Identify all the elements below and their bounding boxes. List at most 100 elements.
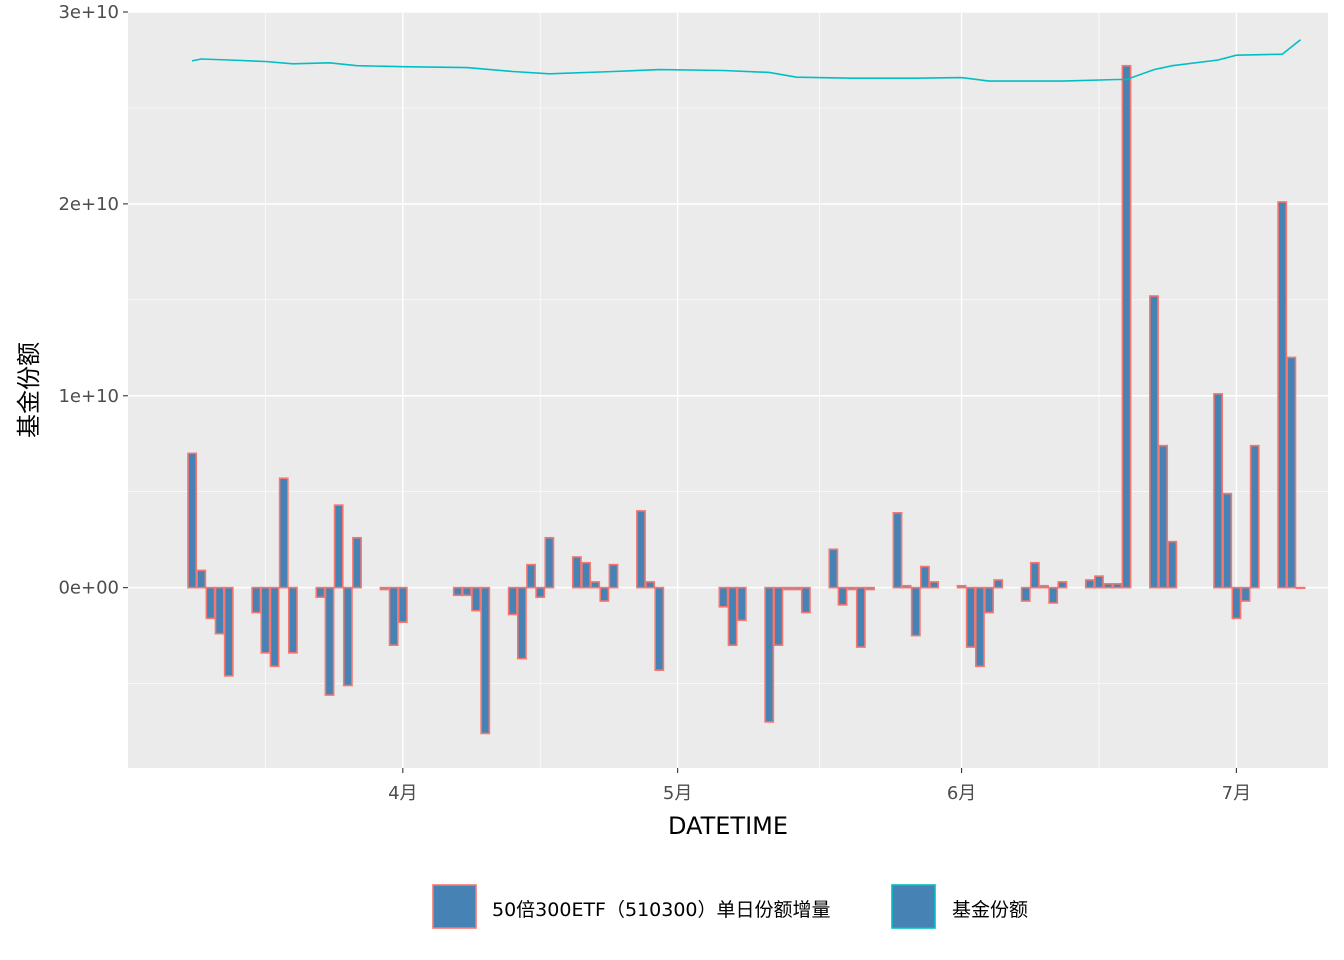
bar: [1286, 356, 1297, 589]
bar: [333, 504, 344, 589]
bar: [535, 586, 546, 599]
bar: [892, 512, 903, 589]
bar: [388, 586, 399, 646]
bar: [462, 586, 472, 597]
bar: [379, 586, 390, 591]
x-tick-label: 5月: [663, 783, 692, 804]
bar: [1048, 586, 1059, 604]
bar: [1094, 575, 1104, 589]
bar: [205, 586, 216, 620]
bar: [1112, 582, 1123, 589]
line-series: [191, 39, 1301, 82]
bar: [1167, 540, 1178, 589]
bar: [214, 586, 225, 635]
bar: [196, 569, 207, 589]
y-tick-label: 1e+10: [58, 386, 119, 407]
bar: [516, 586, 527, 660]
bar: [718, 586, 729, 608]
bar: [791, 586, 802, 591]
bar: [645, 581, 656, 589]
legend-label-line: 基金份额: [952, 899, 1028, 921]
bar: [974, 586, 985, 668]
bar: [1277, 201, 1288, 589]
bar: [1240, 586, 1251, 602]
x-tick-label: 4月: [388, 783, 417, 804]
bar: [1222, 492, 1233, 589]
bar: [800, 586, 811, 614]
bar: [846, 586, 857, 591]
bar: [544, 536, 555, 589]
x-tick-label: 7月: [1222, 783, 1251, 804]
bar: [278, 477, 289, 589]
bar-series: [187, 64, 1306, 735]
x-axis-title: DATETIME: [668, 812, 788, 840]
bar: [251, 586, 262, 614]
bar: [727, 586, 738, 646]
bar: [452, 586, 463, 597]
bar: [828, 548, 839, 589]
bar: [865, 586, 875, 591]
bar: [993, 579, 1004, 589]
x-axis: 4月 5月 6月 7月: [388, 768, 1251, 804]
bar: [260, 586, 271, 654]
bar: [397, 586, 408, 623]
y-tick-label: 3e+10: [58, 2, 119, 23]
bar: [187, 452, 198, 589]
y-tick-label: 2e+10: [58, 194, 119, 215]
panel-background: [128, 12, 1328, 768]
bar: [324, 586, 335, 696]
bar: [223, 586, 234, 677]
bar: [1249, 444, 1260, 589]
bar: [571, 556, 582, 589]
y-axis-title: 基金份额: [15, 342, 43, 438]
bar: [1149, 295, 1159, 589]
bar: [636, 510, 646, 589]
bar: [929, 581, 940, 589]
y-tick-label: 0e+00: [58, 578, 119, 599]
bar: [1057, 581, 1068, 589]
bar: [910, 586, 921, 637]
bar: [471, 586, 482, 612]
bar: [526, 563, 536, 589]
fund-share-line: [191, 39, 1301, 82]
bar: [269, 586, 280, 668]
legend-key-bar: [432, 884, 477, 929]
legend: 50倍300ETF（510300）单日份额增量 基金份额: [432, 884, 1028, 929]
bar: [855, 586, 866, 648]
x-tick-label: 6月: [947, 783, 976, 804]
legend-label-bar: 50倍300ETF（510300）单日份额增量: [492, 899, 831, 921]
bar: [1039, 584, 1049, 589]
bar: [608, 563, 619, 589]
bar: [1213, 393, 1223, 589]
bar: [342, 586, 353, 687]
bar: [1084, 579, 1095, 589]
bar: [837, 586, 848, 606]
bar: [773, 586, 784, 646]
bar: [965, 586, 976, 648]
bar: [1103, 582, 1114, 589]
bar: [1121, 64, 1132, 589]
bar: [782, 586, 793, 591]
y-axis: 0e+00 1e+10 2e+10 3e+10: [58, 2, 128, 599]
bar: [1158, 444, 1169, 589]
bar: [1231, 586, 1242, 620]
bar: [1029, 561, 1040, 589]
bar: [480, 586, 491, 735]
bar: [654, 586, 665, 671]
bar: [581, 561, 591, 589]
bar: [764, 586, 775, 723]
bar: [956, 584, 967, 589]
bar: [901, 584, 912, 589]
bar: [287, 586, 298, 654]
bar: [984, 586, 994, 614]
bar: [920, 565, 930, 589]
legend-key-line: [891, 884, 936, 929]
bar: [736, 586, 747, 622]
bar: [1295, 586, 1306, 590]
bar: [1020, 586, 1031, 602]
bar: [590, 581, 601, 589]
bar: [599, 586, 610, 602]
bar: [315, 586, 326, 599]
bar: [507, 586, 518, 616]
